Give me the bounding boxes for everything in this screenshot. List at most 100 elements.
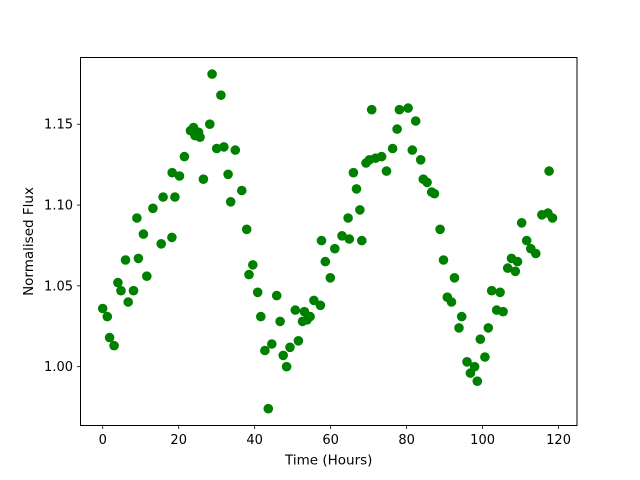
data-point: [415, 155, 426, 165]
data-point: [205, 119, 215, 129]
data-point: [355, 205, 365, 215]
data-point: [174, 171, 185, 181]
data-point: [337, 231, 347, 241]
data-point: [241, 224, 252, 235]
data-point: [128, 285, 139, 296]
data-point: [472, 376, 483, 387]
data-point: [366, 104, 377, 115]
x-tick-label: 0: [99, 433, 107, 448]
data-point: [410, 116, 421, 126]
data-point: [113, 277, 123, 288]
data-point: [462, 357, 472, 367]
data-point: [195, 132, 205, 142]
data-point: [547, 213, 558, 223]
data-point: [309, 295, 319, 306]
data-point: [142, 271, 152, 282]
axes-frame: [80, 57, 578, 426]
data-point: [394, 104, 405, 115]
data-point: [502, 263, 513, 273]
y-tick-label: 1.15: [44, 118, 73, 133]
data-point: [102, 311, 113, 322]
data-point: [387, 143, 398, 154]
data-point: [381, 166, 392, 176]
data-point: [138, 229, 149, 239]
data-point: [495, 287, 505, 298]
data-point: [475, 334, 486, 345]
data-point: [498, 306, 508, 317]
data-point: [237, 185, 247, 196]
data-point: [281, 361, 292, 372]
plot-area: [80, 57, 577, 426]
data-point: [156, 239, 166, 249]
y-axis-label: Normalised Flux: [21, 187, 37, 296]
data-point: [512, 256, 523, 267]
data-point: [260, 345, 270, 356]
data-point: [510, 266, 521, 277]
data-point: [244, 269, 254, 280]
data-point: [148, 203, 158, 214]
data-point: [403, 103, 413, 113]
data-point: [469, 361, 480, 372]
data-point: [429, 188, 440, 199]
data-point: [120, 255, 131, 265]
y-tick-label: 1.10: [44, 199, 73, 214]
data-point: [123, 297, 133, 307]
data-point: [325, 273, 336, 283]
data-point: [531, 248, 541, 259]
data-point: [248, 260, 258, 270]
data-point: [544, 166, 554, 176]
data-point: [376, 151, 387, 162]
y-axis-ticks: 1.00 1.05 1.10 1.15: [44, 118, 81, 375]
data-point: [133, 253, 144, 264]
data-point: [316, 235, 327, 246]
data-point: [285, 342, 295, 353]
data-point: [216, 90, 226, 100]
data-point: [167, 167, 177, 178]
data-point: [351, 184, 362, 194]
data-point: [486, 285, 497, 296]
data-point: [263, 403, 274, 414]
data-point: [422, 177, 432, 188]
data-point: [392, 124, 402, 134]
data-point: [435, 224, 445, 235]
data-point: [516, 218, 527, 228]
x-axis-label: Time (Hours): [284, 453, 372, 469]
data-point: [198, 174, 209, 184]
data-point: [305, 311, 315, 322]
x-tick-label: 60: [322, 433, 339, 448]
data-point: [275, 316, 285, 327]
data-point: [271, 290, 282, 301]
data-point: [348, 167, 359, 178]
x-tick-label: 80: [398, 433, 415, 448]
data-point: [170, 192, 180, 202]
data-point: [267, 339, 277, 349]
y-tick-label: 1.00: [44, 360, 73, 375]
data-point: [219, 142, 229, 152]
data-point: [357, 235, 367, 246]
data-point: [446, 297, 457, 307]
data-point: [132, 213, 142, 223]
data-point: [225, 197, 236, 207]
data-point: [255, 311, 266, 322]
data-point: [480, 352, 490, 362]
data-point: [116, 285, 126, 296]
x-tick-label: 100: [470, 433, 495, 448]
data-point: [330, 243, 340, 254]
x-tick-label: 40: [246, 433, 263, 448]
y-tick-label: 1.05: [44, 279, 73, 294]
data-point: [456, 311, 467, 322]
data-point: [293, 336, 304, 346]
data-point: [449, 273, 460, 283]
data-point: [320, 256, 331, 267]
x-axis-ticks: 0 20 40 60 80 100 120: [99, 425, 571, 448]
data-point: [278, 350, 289, 361]
data-point: [97, 303, 108, 314]
data-point: [167, 232, 177, 243]
data-point: [521, 235, 532, 246]
data-point: [483, 323, 494, 333]
data-points: [97, 69, 558, 414]
data-point: [252, 287, 263, 298]
data-point: [104, 332, 115, 343]
